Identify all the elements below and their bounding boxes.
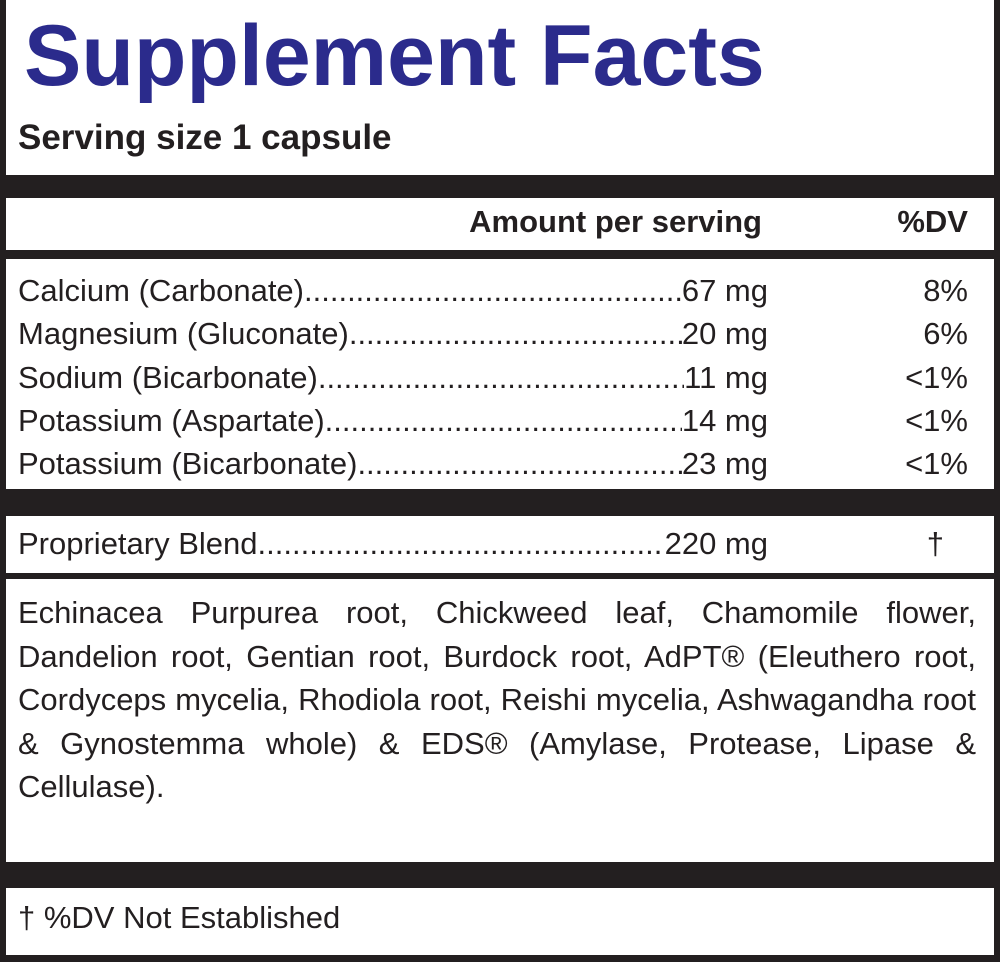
nutrient-name: Potassium (Aspartate) (18, 402, 325, 438)
blend-section: Proprietary Blend 220 mg † (6, 516, 994, 573)
label-title: Supplement Facts (24, 8, 765, 104)
nutrient-row: Magnesium (Gluconate) 20 mg (18, 312, 768, 355)
blend-row: Proprietary Blend 220 mg (18, 522, 768, 565)
nutrient-amount: 11 mg (684, 359, 768, 395)
blend-amount: 220 mg (664, 526, 768, 561)
nutrient-dv: <1% (905, 359, 968, 395)
dv-header: %DV (897, 204, 968, 239)
nutrient-dv: 8% (923, 273, 968, 308)
blend-name: Proprietary Blend (18, 526, 258, 561)
nutrient-dv: <1% (905, 402, 968, 438)
nutrient-row: Sodium (Bicarbonate) 11 mg (18, 356, 768, 399)
nutrient-amount: 67 mg (681, 273, 768, 308)
nutrient-name: Sodium (Bicarbonate) (18, 359, 318, 395)
title-section: Supplement Facts Serving size 1 capsule (6, 0, 994, 175)
nutrient-row: Potassium (Bicarbonate) 23 mg (18, 442, 768, 485)
footnote-section: † %DV Not Established (6, 888, 994, 955)
nutrient-amount: 14 mg (681, 402, 768, 438)
nutrient-amount: 23 mg (681, 446, 768, 482)
column-header: Amount per serving %DV (6, 198, 994, 250)
nutrient-amount: 20 mg (681, 316, 768, 352)
nutrient-name: Potassium (Bicarbonate) (18, 446, 358, 482)
ingredients-text: Echinacea Purpurea root, Chickweed leaf,… (18, 595, 976, 804)
nutrient-table: Calcium (Carbonate) 67 mg 8% Magnesium (Glu… (6, 259, 994, 489)
serving-size: Serving size 1 capsule (18, 118, 392, 157)
nutrient-name: Calcium (Carbonate) (18, 273, 304, 308)
nutrient-row: Calcium (Carbonate) 67 mg (18, 269, 768, 312)
blend-dv: † (926, 526, 944, 561)
footnote: † %DV Not Established (18, 900, 341, 935)
nutrient-name: Magnesium (Gluconate) (18, 316, 349, 352)
ingredients-section: Echinacea Purpurea root, Chickweed leaf,… (6, 579, 994, 862)
nutrient-dv: <1% (905, 446, 968, 482)
nutrient-dv: 6% (923, 316, 968, 352)
nutrient-row: Potassium (Aspartate) 14 mg (18, 399, 768, 442)
amount-header: Amount per serving (469, 204, 762, 239)
